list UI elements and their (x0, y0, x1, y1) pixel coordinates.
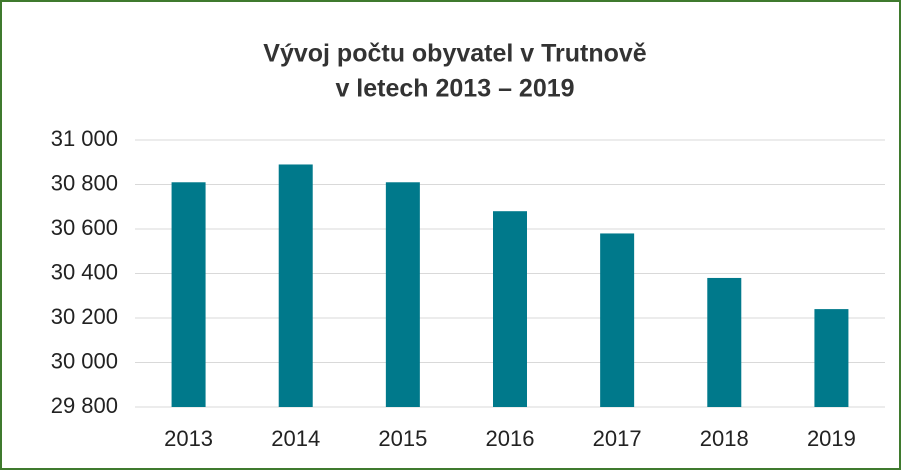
y-tick-label: 30 200 (51, 304, 118, 329)
bar (707, 277, 742, 407)
x-tick-label: 2018 (700, 426, 749, 451)
bar (171, 182, 206, 407)
x-tick-label: 2016 (486, 426, 535, 451)
y-tick-label: 30 000 (51, 348, 118, 373)
x-tick-label: 2019 (807, 426, 856, 451)
x-tick-label: 2014 (271, 426, 320, 451)
bar (385, 182, 420, 407)
y-tick-label: 30 600 (51, 215, 118, 240)
y-tick-label: 30 400 (51, 259, 118, 284)
y-tick-label: 31 000 (51, 126, 118, 151)
y-tick-label: 30 800 (51, 170, 118, 195)
chart-title: Vývoj počtu obyvatel v Trutnově (263, 40, 647, 68)
bar (814, 309, 849, 407)
bar (600, 233, 635, 407)
y-tick-label: 29 800 (51, 393, 118, 418)
chart-title: v letech 2013 – 2019 (335, 75, 574, 103)
x-tick-label: 2013 (164, 426, 213, 451)
x-tick-label: 2017 (593, 426, 642, 451)
x-tick-label: 2015 (378, 426, 427, 451)
bar (493, 211, 527, 407)
bar (278, 164, 313, 407)
